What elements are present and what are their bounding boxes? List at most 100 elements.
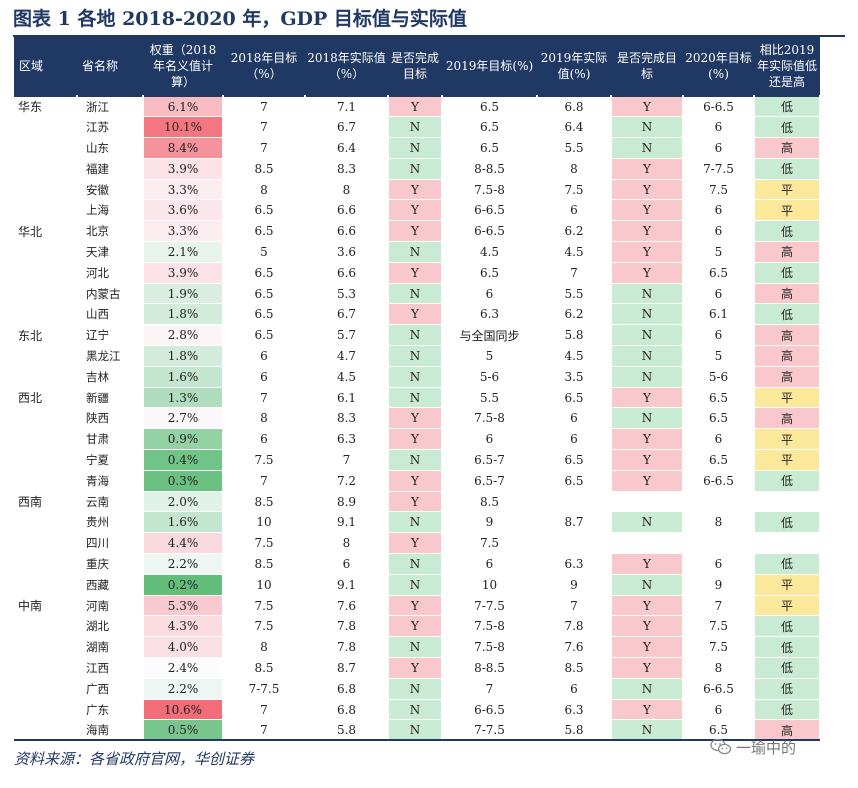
cell-2018-completed: N xyxy=(388,345,443,367)
cell-2019-actual: 5.5 xyxy=(537,283,612,305)
cell-province: 重庆 xyxy=(77,553,144,575)
cell-2019-completed: N xyxy=(611,283,684,305)
cell-2019-target: 6 xyxy=(442,428,538,451)
cell-2018-actual: 6.6 xyxy=(305,262,389,284)
header-2020-target: 2020年目标(%) xyxy=(683,37,754,96)
cell-2020-target: 6 xyxy=(683,137,755,159)
table-row: 西南 云南 2.0% 8.5 8.9 Y 8.5 xyxy=(14,491,821,513)
cell-weight: 2.1% xyxy=(143,241,224,263)
cell-weight: 4.4% xyxy=(143,532,224,555)
table-row: 湖南 4.0% 8 7.8 N 7.5-8 7.6 Y 7.5 低 xyxy=(14,636,821,659)
cell-2018-target: 6 xyxy=(223,428,306,451)
cell-weight: 1.6% xyxy=(143,366,224,388)
cell-2020-target: 6 xyxy=(683,220,755,243)
cell-2020-target: 6 xyxy=(683,116,755,139)
cell-weight: 2.2% xyxy=(143,678,224,700)
cell-2019-completed: N xyxy=(611,574,684,596)
cell-weight: 1.8% xyxy=(143,345,224,367)
cell-weight: 4.0% xyxy=(143,636,224,659)
cell-province: 陕西 xyxy=(77,407,144,430)
cell-weight: 1.6% xyxy=(143,511,224,534)
cell-2020-target: 9 xyxy=(683,574,755,596)
cell-2018-actual: 8 xyxy=(305,532,389,555)
cell-2018-target: 7 xyxy=(223,719,306,742)
cell-region xyxy=(14,428,78,451)
cell-vs-2019: 平 xyxy=(754,595,821,617)
header-weight: 权重（2018年名义值计算） xyxy=(143,37,223,96)
cell-province: 广西 xyxy=(77,678,144,700)
cell-2018-completed: Y xyxy=(388,220,443,243)
cell-2018-actual: 5.7 xyxy=(305,324,389,347)
table-row: 海南 0.5% 7 5.8 N 7-7.5 5.8 N 6.5 高 xyxy=(14,719,821,742)
cell-2018-target: 7 xyxy=(223,137,306,159)
table-row: 江西 2.4% 8.5 8.7 Y 8-8.5 8.5 Y 8 低 xyxy=(14,657,821,679)
cell-region xyxy=(14,283,78,305)
cell-2018-target: 8 xyxy=(223,636,306,659)
cell-2019-completed: Y xyxy=(611,657,684,679)
cell-2018-completed: N xyxy=(388,553,443,575)
cell-2020-target: 6 xyxy=(683,428,755,451)
cell-2018-target: 6.5 xyxy=(223,199,306,222)
cell-2019-target: 7.5-8 xyxy=(442,636,538,659)
cell-2019-completed: Y xyxy=(611,158,684,180)
cell-2019-target: 6 xyxy=(442,283,538,305)
cell-2018-target: 7 xyxy=(223,387,306,409)
cell-2020-target: 8 xyxy=(683,657,755,679)
cell-2018-actual: 4.5 xyxy=(305,366,389,388)
cell-2019-actual: 6 xyxy=(537,407,612,430)
cell-2019-completed: Y xyxy=(611,95,684,118)
cell-2018-target: 7 xyxy=(223,699,306,721)
cell-region xyxy=(14,158,78,180)
cell-2018-target: 6 xyxy=(223,366,306,388)
cell-2019-completed: N xyxy=(611,116,684,139)
cell-2020-target: 7.5 xyxy=(683,636,755,659)
cell-2018-completed: N xyxy=(388,678,443,700)
cell-vs-2019: 低 xyxy=(754,553,821,575)
cell-2018-actual: 8.3 xyxy=(305,407,389,430)
cell-2018-completed: Y xyxy=(388,179,443,201)
cell-2018-completed: N xyxy=(388,283,443,305)
cell-2018-target: 7.5 xyxy=(223,595,306,617)
cell-province: 云南 xyxy=(77,491,144,513)
table-row: 华东 浙江 6.1% 7 7.1 Y 6.5 6.8 Y 6-6.5 低 xyxy=(14,95,821,118)
cell-2018-completed: Y xyxy=(388,407,443,430)
cell-2018-target: 8 xyxy=(223,407,306,430)
cell-vs-2019: 低 xyxy=(754,699,821,721)
cell-weight: 5.3% xyxy=(143,595,224,617)
cell-2019-completed: Y xyxy=(611,636,684,659)
cell-2019-completed: Y xyxy=(611,199,684,222)
cell-vs-2019: 高 xyxy=(754,345,821,367)
cell-2018-completed: Y xyxy=(388,95,443,118)
cell-2019-actual: 5.5 xyxy=(537,137,612,159)
cell-2019-actual xyxy=(537,491,612,513)
cell-2020-target: 5-6 xyxy=(683,366,755,388)
cell-2018-target: 8.5 xyxy=(223,491,306,513)
cell-2018-completed: Y xyxy=(388,470,443,492)
cell-2019-completed: N xyxy=(611,719,684,742)
cell-2019-target: 6.5 xyxy=(442,137,538,159)
cell-2019-actual: 6.4 xyxy=(537,116,612,139)
cell-2018-completed: Y xyxy=(388,199,443,222)
cell-weight: 0.4% xyxy=(143,449,224,471)
cell-region xyxy=(14,615,78,638)
cell-2020-target: 7.5 xyxy=(683,179,755,201)
cell-2019-completed: N xyxy=(611,678,684,700)
cell-2018-actual: 6.3 xyxy=(305,428,389,451)
table-row: 福建 3.9% 8.5 8.3 N 8-8.5 8 Y 7-7.5 低 xyxy=(14,158,821,180)
bottom-rule xyxy=(14,739,820,741)
cell-vs-2019: 高 xyxy=(754,719,821,742)
gdp-target-table: 区域 省名称 权重（2018年名义值计算） 2018年目标（%） 2018年实际… xyxy=(14,37,821,742)
cell-region xyxy=(14,345,78,367)
cell-province: 宁夏 xyxy=(77,449,144,471)
cell-2019-completed: Y xyxy=(611,699,684,721)
cell-region xyxy=(14,449,78,471)
cell-2019-actual: 7.5 xyxy=(537,179,612,201)
cell-2019-target: 6.5 xyxy=(442,116,538,139)
cell-2018-actual: 6.1 xyxy=(305,387,389,409)
cell-2019-target: 6.5 xyxy=(442,262,538,284)
cell-2018-completed: N xyxy=(388,366,443,388)
cell-2018-target: 8.5 xyxy=(223,657,306,679)
cell-vs-2019: 平 xyxy=(754,179,821,201)
cell-2020-target: 6-6.5 xyxy=(683,678,755,700)
cell-province: 浙江 xyxy=(77,95,144,118)
